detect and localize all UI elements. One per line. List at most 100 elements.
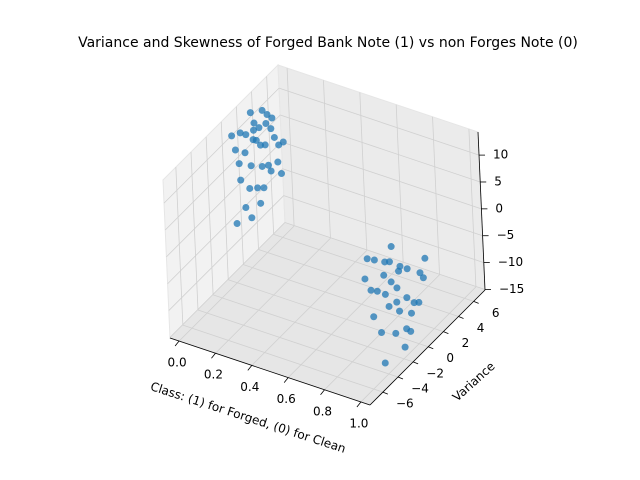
y-tick-label: −4 (411, 382, 429, 396)
point (381, 290, 389, 298)
grid-line (284, 222, 486, 290)
grid-line (169, 222, 286, 338)
z-tick-label: −5 (497, 228, 515, 242)
tick-mark (397, 376, 404, 380)
point (228, 132, 236, 140)
point (415, 298, 423, 306)
tick-mark (412, 361, 419, 365)
point (403, 265, 411, 273)
y-tick-label: −6 (396, 397, 414, 411)
y-tick-label: 6 (492, 306, 500, 320)
point (274, 158, 282, 166)
point (367, 286, 375, 294)
z-tick-label: 5 (494, 174, 502, 188)
x-tick-label: 0.8 (313, 404, 332, 418)
point (247, 162, 255, 170)
point (256, 141, 264, 149)
point (241, 149, 249, 157)
grid-line (283, 195, 484, 263)
point (250, 126, 258, 134)
point (258, 162, 266, 170)
point (254, 184, 262, 192)
point (385, 302, 393, 310)
point (264, 161, 272, 169)
point (268, 114, 276, 122)
grid-line (251, 250, 368, 366)
point (407, 327, 415, 335)
tick-mark (320, 389, 325, 396)
point (370, 313, 378, 321)
point (407, 309, 415, 317)
point (235, 160, 243, 168)
point (385, 258, 393, 266)
tick-mark (428, 346, 434, 350)
grid-line (164, 114, 281, 231)
point (378, 329, 386, 337)
y-axis (369, 289, 486, 406)
tick-mark (211, 352, 216, 359)
point (392, 329, 400, 337)
tick-mark (356, 401, 362, 408)
point (393, 298, 401, 306)
z-tick-label: 0 (495, 201, 503, 215)
tick-mark (382, 391, 389, 395)
grid-line (178, 225, 295, 342)
point (263, 110, 271, 118)
grid-line (281, 141, 482, 210)
tick-mark (473, 300, 479, 304)
grid-line (282, 168, 483, 237)
point (421, 254, 429, 262)
point (248, 214, 256, 222)
y-tick-label: −2 (426, 366, 444, 380)
point (255, 124, 263, 132)
grid-line (215, 237, 331, 354)
grid-line (287, 262, 404, 378)
grid-line (395, 104, 404, 263)
x-tick-label: 1.0 (349, 416, 368, 430)
grid-line (432, 116, 440, 275)
tick-mark (458, 316, 464, 319)
z-tick-label: 10 (493, 148, 508, 162)
point (380, 271, 388, 279)
x-tick-label: 0.4 (240, 380, 259, 394)
grid-line (266, 76, 275, 235)
point (373, 287, 381, 295)
grid-line (278, 87, 480, 156)
y-tick-label: 4 (477, 321, 485, 335)
point (279, 138, 287, 146)
grid-line (182, 324, 383, 393)
grid-line (280, 114, 481, 183)
x-tick-label: 0.0 (168, 356, 187, 370)
point (267, 125, 275, 133)
point (419, 274, 427, 282)
grid-line (168, 195, 285, 311)
point (258, 106, 266, 114)
point (270, 133, 278, 141)
point (395, 267, 403, 275)
point (267, 167, 275, 175)
point (242, 131, 250, 139)
point (236, 129, 244, 137)
x-tick-label: 0.6 (277, 392, 296, 406)
y-tick-label: 2 (462, 336, 470, 350)
point (262, 120, 270, 128)
grid-line (166, 141, 282, 258)
grid-line (190, 151, 199, 311)
tick-mark (247, 365, 253, 371)
grid-line (323, 80, 331, 239)
point (246, 184, 254, 192)
point (387, 278, 395, 286)
x-tick-label: 0.2 (204, 368, 223, 382)
point (381, 359, 389, 367)
grid-line (212, 294, 414, 363)
tick-mark (443, 331, 449, 334)
point (401, 343, 409, 351)
z-axis (477, 131, 486, 291)
point (277, 170, 285, 178)
grid-line (359, 92, 368, 251)
point (257, 199, 265, 207)
z-tick-label: −15 (499, 282, 524, 296)
point (249, 136, 257, 144)
grid-line (286, 68, 295, 227)
